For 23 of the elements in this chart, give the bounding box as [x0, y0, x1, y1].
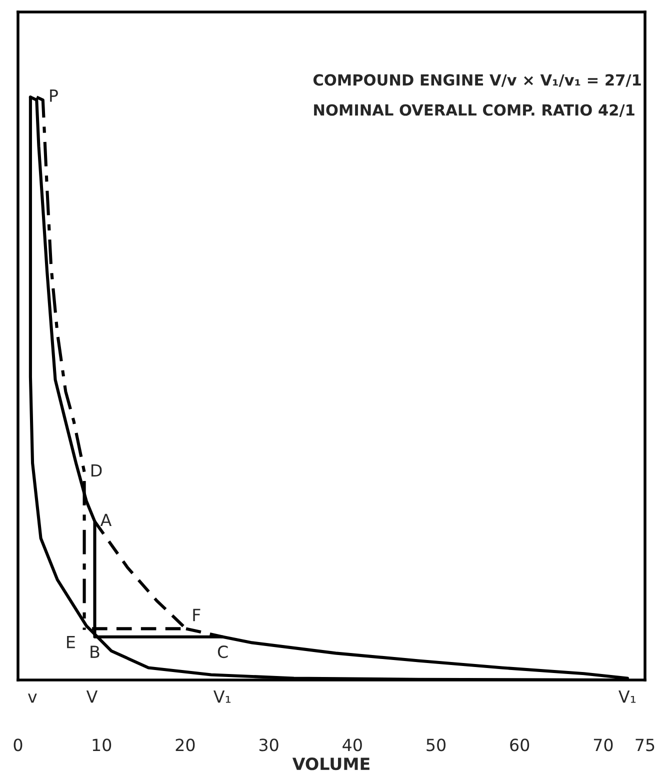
annotation: C	[218, 645, 228, 658]
text: V₁	[618, 690, 636, 703]
x-axis-title: VOLUME	[292, 758, 370, 770]
annotation: F	[193, 608, 200, 622]
x-tick-label: 50	[426, 738, 446, 752]
x-tick-label: 30	[259, 738, 278, 752]
x-tick-label: 0	[14, 738, 22, 752]
annotation: NOMINAL OVERALL COMP. RATIO 42/1	[314, 104, 634, 117]
x-tick-label: 70	[594, 738, 613, 752]
annotation: D	[91, 464, 102, 477]
x-tick-label: 20	[176, 738, 195, 752]
annotation: E	[67, 636, 75, 648]
annotation: B	[90, 646, 100, 658]
x-tick-label: 40	[342, 738, 362, 752]
text: V₁	[213, 690, 231, 703]
annotation: P	[50, 90, 58, 102]
x-tick-label: 75	[636, 738, 654, 752]
x-tick-label: 60	[510, 738, 530, 752]
x-tick-label: 10	[92, 738, 112, 752]
text: v	[28, 694, 37, 703]
annotation: A	[100, 514, 112, 526]
text: COMPOUND ENGINE V/v × V₁/v₁ = 27/1	[313, 74, 641, 87]
text: V	[86, 690, 98, 703]
